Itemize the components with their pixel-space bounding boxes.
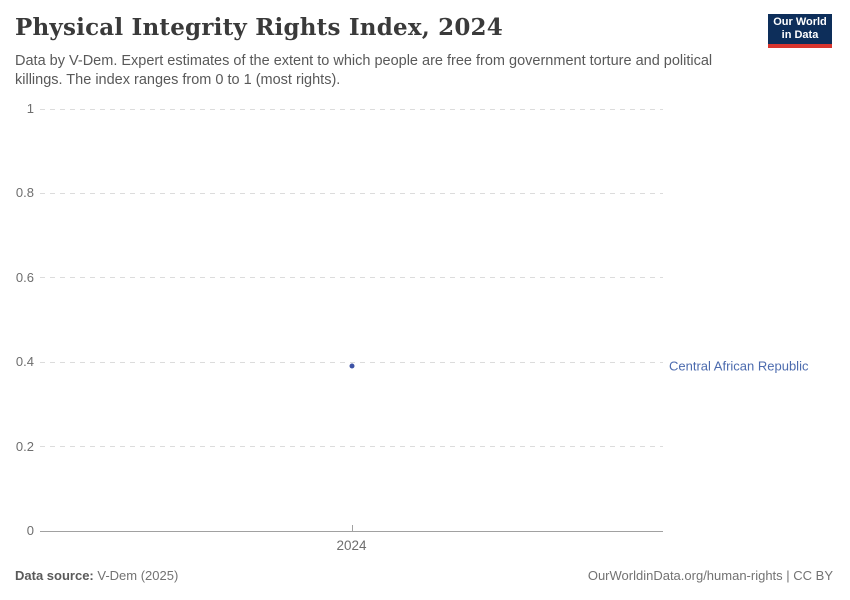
credit-link[interactable]: OurWorldinData.org/human-rights | CC BY — [587, 568, 833, 583]
y-tick-label: 0.6 — [15, 269, 34, 285]
y-gridline — [40, 446, 663, 448]
y-gridline — [40, 192, 663, 194]
y-tick-label: 0.4 — [15, 354, 34, 370]
page-title: Physical Integrity Rights Index, 2024 — [15, 14, 503, 41]
y-tick-label: 0.2 — [15, 438, 34, 454]
data-source-label: Data source: — [15, 568, 94, 583]
chart-subtitle: Data by V-Dem. Expert estimates of the e… — [15, 53, 713, 88]
data-source-value: V-Dem (2025) — [93, 568, 179, 583]
x-tick-mark — [351, 525, 353, 531]
owid-logo: Our World in Data — [768, 14, 832, 48]
data-source-text: Data source: V-Dem (2025) — [15, 568, 178, 583]
y-gridline — [40, 361, 663, 363]
x-axis-line — [40, 530, 663, 532]
owid-logo-line1: Our World — [773, 16, 827, 28]
y-tick-label: 0 — [26, 523, 34, 538]
chart-footer: Data source: V-Dem (2025) OurWorldinData… — [15, 568, 833, 583]
x-tick-label: 2024 — [336, 538, 367, 553]
y-gridline — [40, 108, 663, 110]
owid-logo-line2: in Data — [781, 29, 819, 41]
data-point-central-african-republic[interactable] — [349, 363, 354, 369]
y-tick-label: 0.8 — [15, 185, 34, 201]
y-gridline — [40, 277, 663, 279]
entity-label-central-african-republic[interactable]: Central African Republic — [669, 358, 809, 374]
y-tick-label: 1 — [26, 101, 34, 116]
